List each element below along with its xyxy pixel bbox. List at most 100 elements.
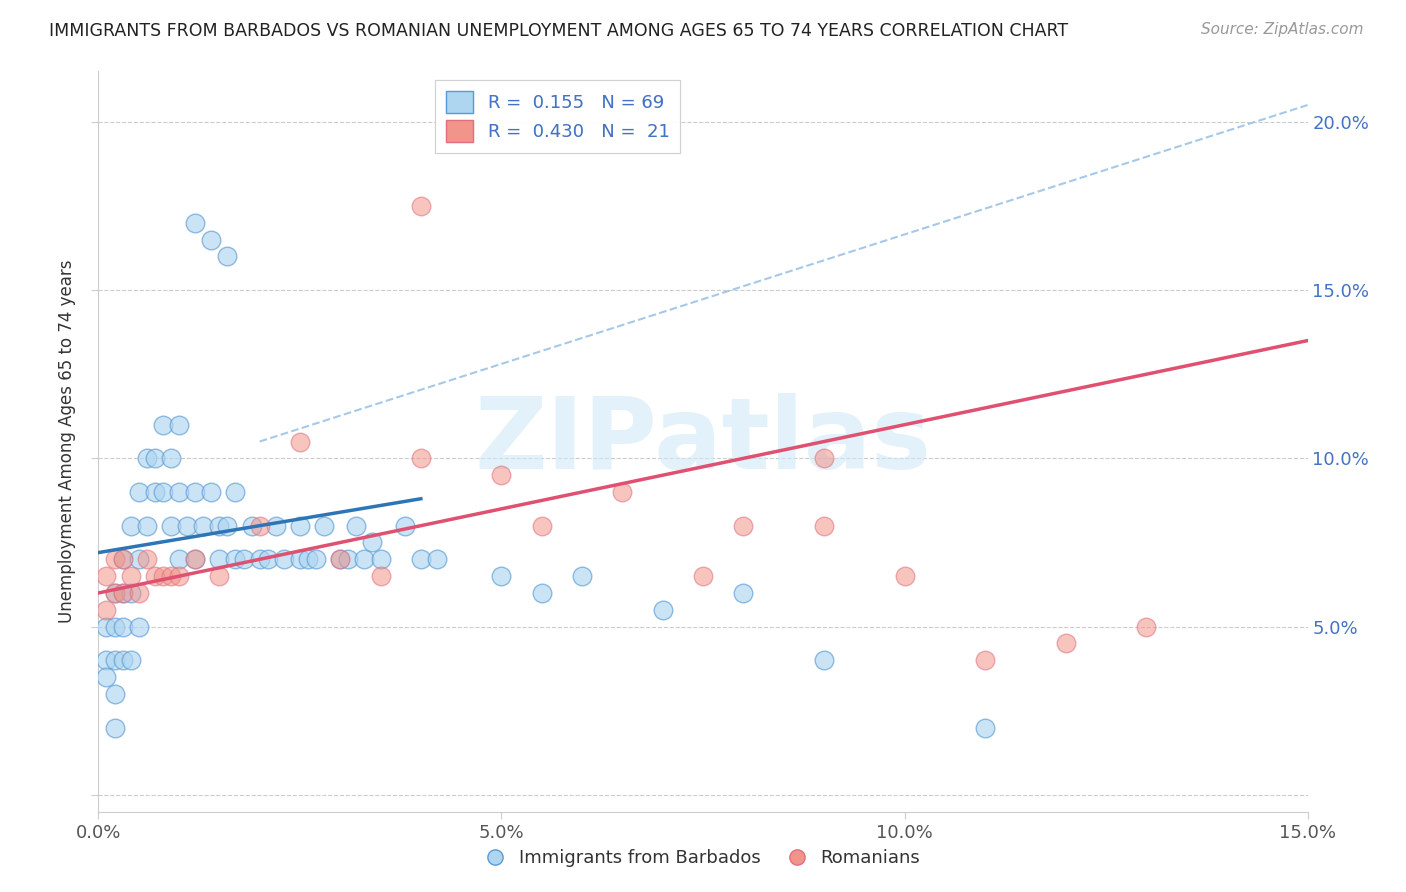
Point — [135, 451, 157, 466]
Point — [96, 619, 118, 633]
Point — [111, 653, 134, 667]
Point — [249, 518, 271, 533]
Point — [200, 233, 222, 247]
Point — [1054, 636, 1077, 650]
Point — [96, 603, 118, 617]
Point — [733, 586, 755, 600]
Point — [329, 552, 352, 566]
Point — [184, 552, 207, 566]
Point — [103, 586, 125, 600]
Point — [143, 485, 166, 500]
Point — [96, 569, 118, 583]
Point — [96, 653, 118, 667]
Point — [733, 518, 755, 533]
Point — [264, 518, 287, 533]
Point — [208, 569, 231, 583]
Point — [135, 552, 157, 566]
Point — [249, 552, 271, 566]
Point — [813, 653, 835, 667]
Point — [426, 552, 449, 566]
Point — [224, 552, 246, 566]
Point — [893, 569, 915, 583]
Point — [651, 603, 673, 617]
Point — [353, 552, 375, 566]
Point — [217, 249, 239, 264]
Point — [200, 485, 222, 500]
Point — [305, 552, 328, 566]
Point — [167, 485, 190, 500]
Point — [111, 586, 134, 600]
Text: ZIPatlas: ZIPatlas — [475, 393, 931, 490]
Point — [103, 586, 125, 600]
Point — [297, 552, 319, 566]
Point — [167, 552, 190, 566]
Point — [491, 468, 513, 483]
Point — [160, 518, 183, 533]
Point — [370, 569, 392, 583]
Point — [135, 518, 157, 533]
Point — [273, 552, 295, 566]
Point — [530, 518, 553, 533]
Point — [1135, 619, 1157, 633]
Point — [256, 552, 278, 566]
Point — [288, 552, 311, 566]
Point — [103, 653, 125, 667]
Point — [288, 434, 311, 449]
Point — [128, 619, 150, 633]
Point — [167, 417, 190, 432]
Point — [974, 653, 997, 667]
Point — [224, 485, 246, 500]
Point — [120, 653, 142, 667]
Point — [103, 687, 125, 701]
Point — [128, 485, 150, 500]
Point — [111, 619, 134, 633]
Point — [530, 586, 553, 600]
Point — [394, 518, 416, 533]
Point — [288, 518, 311, 533]
Point — [571, 569, 593, 583]
Point — [111, 586, 134, 600]
Point — [103, 619, 125, 633]
Point — [128, 552, 150, 566]
Point — [370, 552, 392, 566]
Point — [329, 552, 352, 566]
Point — [111, 552, 134, 566]
Point — [184, 485, 207, 500]
Point — [974, 721, 997, 735]
Point — [160, 569, 183, 583]
Point — [344, 518, 367, 533]
Point — [491, 569, 513, 583]
Point — [120, 586, 142, 600]
Point — [111, 552, 134, 566]
Point — [184, 216, 207, 230]
Point — [409, 552, 432, 566]
Point — [143, 569, 166, 583]
Point — [612, 485, 634, 500]
Point — [152, 417, 174, 432]
Point — [217, 518, 239, 533]
Point — [409, 451, 432, 466]
Point — [103, 721, 125, 735]
Point — [813, 451, 835, 466]
Point — [176, 518, 198, 533]
Point — [184, 552, 207, 566]
Point — [143, 451, 166, 466]
Text: Source: ZipAtlas.com: Source: ZipAtlas.com — [1201, 22, 1364, 37]
Point — [813, 518, 835, 533]
Point — [160, 451, 183, 466]
Point — [167, 569, 190, 583]
Y-axis label: Unemployment Among Ages 65 to 74 years: Unemployment Among Ages 65 to 74 years — [58, 260, 76, 624]
Point — [120, 569, 142, 583]
Point — [103, 552, 125, 566]
Point — [361, 535, 384, 549]
Legend: R =  0.155   N = 69, R =  0.430   N =  21: R = 0.155 N = 69, R = 0.430 N = 21 — [436, 80, 681, 153]
Point — [337, 552, 360, 566]
Point — [208, 552, 231, 566]
Point — [193, 518, 215, 533]
Point — [240, 518, 263, 533]
Point — [232, 552, 254, 566]
Point — [96, 670, 118, 684]
Point — [692, 569, 714, 583]
Point — [152, 485, 174, 500]
Point — [128, 586, 150, 600]
